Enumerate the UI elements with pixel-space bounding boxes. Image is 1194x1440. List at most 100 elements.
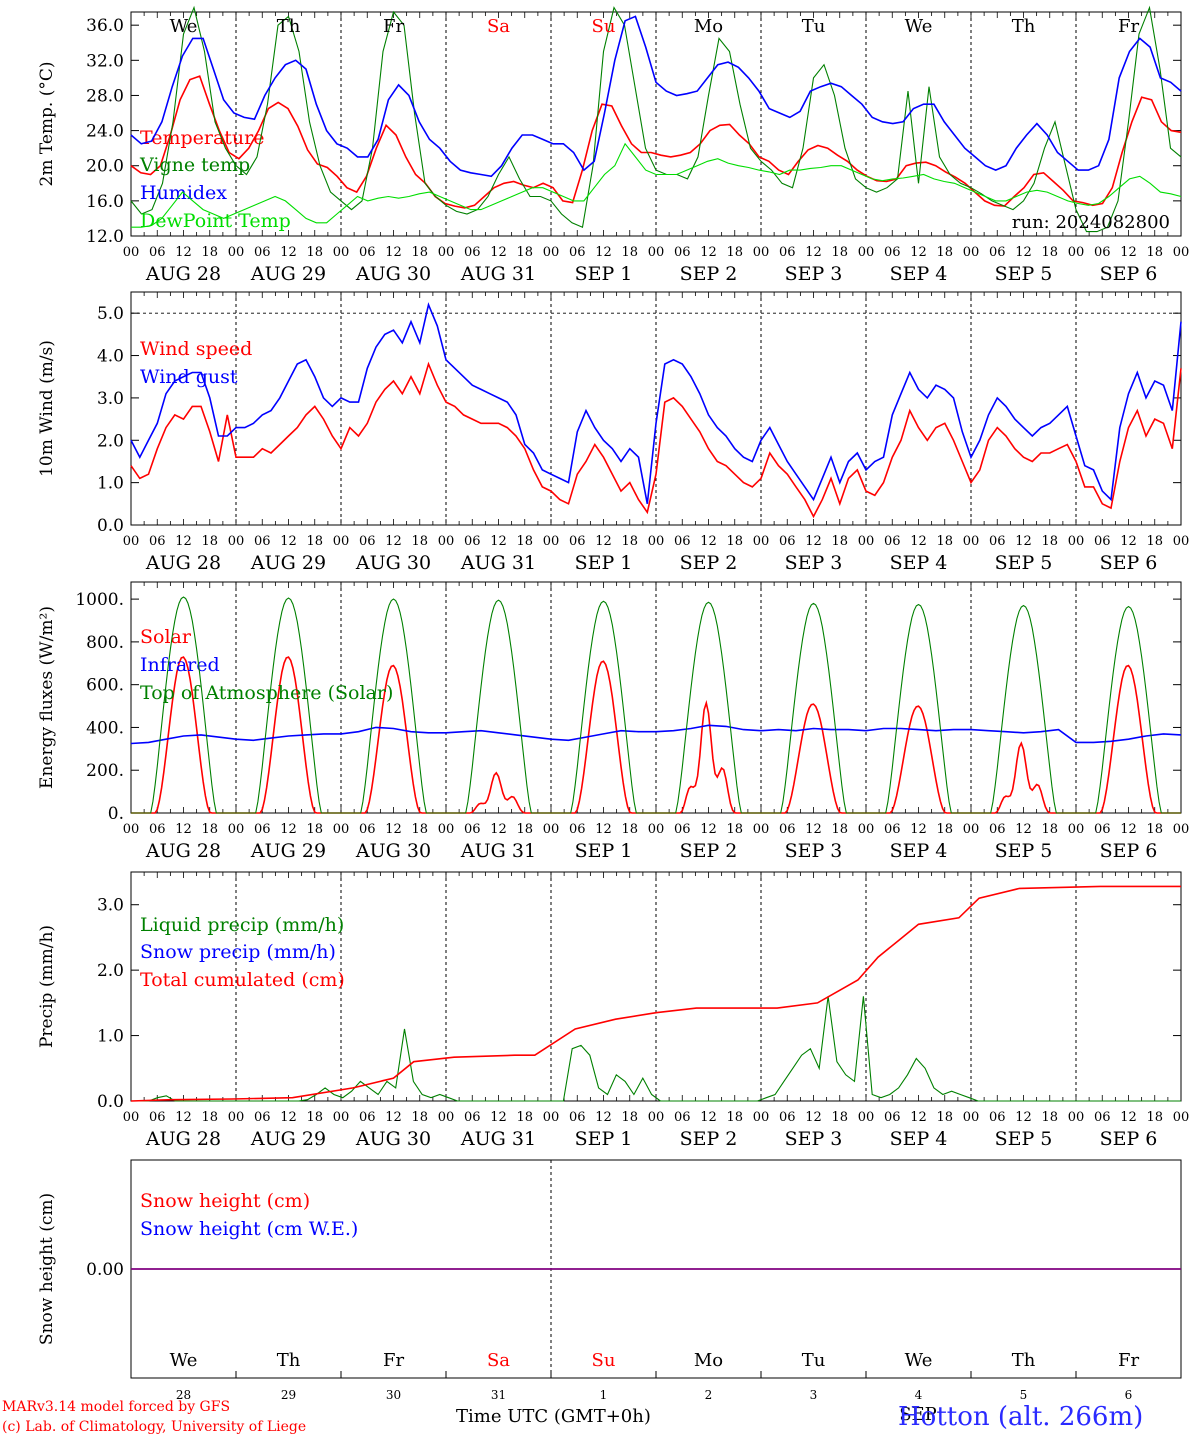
hour-tick-label: 12 — [1120, 534, 1137, 549]
day-name-label: Th — [1012, 1350, 1036, 1371]
hour-tick-label: 00 — [543, 822, 560, 837]
hour-tick-label: 12 — [175, 1110, 192, 1125]
hour-tick-label: 00 — [858, 245, 875, 260]
day-number-label: 31 — [491, 1388, 506, 1402]
hour-tick-label: 00 — [858, 534, 875, 549]
hour-tick-label: 18 — [411, 534, 428, 549]
date-label: SEP 5 — [995, 1128, 1053, 1150]
y-tick-label: 28.0 — [86, 86, 124, 106]
legend-entry: Vigne temp — [139, 154, 250, 176]
y-tick-label: 2.0 — [97, 961, 124, 981]
y-tick-label: 2.0 — [97, 431, 124, 451]
legend-entry: Top of Atmosphere (Solar) — [140, 682, 393, 704]
hour-tick-label: 06 — [884, 534, 901, 549]
date-label: AUG 30 — [355, 263, 431, 285]
y-axis-label: Snow height (cm) — [37, 1193, 57, 1345]
run-annotation: run: 2024082800 — [1012, 212, 1170, 233]
hour-tick-label: 12 — [805, 534, 822, 549]
hour-tick-label: 06 — [1094, 1110, 1111, 1125]
hour-tick-label: 00 — [543, 1110, 560, 1125]
date-label: SEP 1 — [575, 1128, 633, 1150]
hour-tick-label: 12 — [490, 245, 507, 260]
date-label: SEP 4 — [890, 263, 948, 285]
y-tick-label: 3.0 — [97, 896, 124, 916]
hour-tick-label: 12 — [805, 1110, 822, 1125]
y-tick-label: 24.0 — [86, 122, 124, 142]
day-number-label: 1 — [600, 1388, 608, 1402]
hour-tick-label: 12 — [595, 1110, 612, 1125]
y-tick-label: 0.0 — [97, 516, 124, 536]
hour-tick-label: 06 — [779, 245, 796, 260]
date-label: AUG 28 — [145, 1128, 221, 1150]
hour-tick-label: 18 — [306, 245, 323, 260]
panel-5: Snow height (cm) Snow height (cm) Snow hei… — [37, 1159, 1182, 1425]
hour-tick-label: 18 — [1146, 822, 1163, 837]
hour-tick-label: 12 — [700, 245, 717, 260]
hour-tick-label: 06 — [989, 534, 1006, 549]
hour-tick-label: 18 — [411, 1110, 428, 1125]
hour-tick-label: 06 — [674, 534, 691, 549]
hour-tick-label: 06 — [149, 245, 166, 260]
date-label: AUG 28 — [145, 552, 221, 574]
hour-tick-label: 00 — [123, 1110, 140, 1125]
hour-tick-label: 06 — [464, 534, 481, 549]
month-label: SEP — [899, 1404, 937, 1425]
hour-tick-label: 18 — [1146, 1110, 1163, 1125]
day-name-label: Mo — [694, 1350, 723, 1371]
hour-tick-label: 06 — [674, 245, 691, 260]
legend-entry: Infrared — [140, 654, 220, 676]
hour-tick-label: 00 — [228, 245, 245, 260]
hour-tick-label: 00 — [963, 534, 980, 549]
y-tick-label: 200. — [86, 761, 124, 781]
hour-tick-label: 12 — [280, 534, 297, 549]
hour-tick-label: 00 — [438, 1110, 455, 1125]
hour-tick-label: 06 — [464, 245, 481, 260]
y-tick-label: 1.0 — [97, 474, 124, 494]
y-tick-label: 20.0 — [86, 157, 124, 177]
hour-tick-label: 12 — [805, 822, 822, 837]
hour-tick-label: 18 — [1041, 245, 1058, 260]
date-label: SEP 5 — [995, 552, 1053, 574]
hour-tick-label: 12 — [1015, 245, 1032, 260]
hour-tick-label: 00 — [1068, 534, 1085, 549]
date-label: AUG 29 — [250, 840, 326, 862]
date-label: AUG 31 — [460, 840, 536, 862]
hour-tick-label: 06 — [569, 1110, 586, 1125]
hour-tick-label: 18 — [936, 534, 953, 549]
hour-tick-label: 12 — [700, 1110, 717, 1125]
hour-tick-label: 18 — [936, 1110, 953, 1125]
footer-model-credit: MARv3.14 model forced by GFS — [2, 1399, 231, 1415]
date-label: AUG 28 — [145, 263, 221, 285]
hour-tick-label: 12 — [1015, 534, 1032, 549]
hour-tick-label: 00 — [123, 534, 140, 549]
hour-tick-label: 06 — [779, 822, 796, 837]
legend-entry: Snow height (cm) — [140, 1190, 310, 1212]
date-label: SEP 2 — [680, 263, 738, 285]
hour-tick-label: 12 — [385, 822, 402, 837]
hour-tick-label: 18 — [306, 822, 323, 837]
date-label: AUG 30 — [355, 552, 431, 574]
x-axis-title: Time UTC (GMT+0h) — [456, 1406, 651, 1427]
hour-tick-label: 00 — [543, 245, 560, 260]
hour-tick-label: 06 — [989, 1110, 1006, 1125]
hour-tick-label: 06 — [149, 1110, 166, 1125]
hour-tick-label: 06 — [884, 1110, 901, 1125]
legend-entry: Liquid precip (mm/h) — [140, 914, 344, 936]
date-label: SEP 2 — [680, 552, 738, 574]
date-label: SEP 1 — [575, 840, 633, 862]
hour-tick-label: 00 — [648, 822, 665, 837]
hour-tick-label: 18 — [1041, 822, 1058, 837]
hour-tick-label: 18 — [516, 822, 533, 837]
hour-tick-label: 18 — [831, 822, 848, 837]
hour-tick-label: 00 — [963, 822, 980, 837]
y-axis-label: 2m Temp. (°C) — [37, 61, 57, 186]
footer-lab-credit: (c) Lab. of Climatology, University of L… — [2, 1419, 307, 1435]
panel-frame — [130, 11, 1182, 237]
hour-tick-label: 06 — [989, 245, 1006, 260]
hour-tick-label: 06 — [254, 245, 271, 260]
date-label: SEP 2 — [680, 1128, 738, 1150]
y-axis-label: Precip (mm/h) — [37, 925, 57, 1048]
date-label: AUG 29 — [250, 1128, 326, 1150]
hour-tick-label: 00 — [1173, 245, 1190, 260]
